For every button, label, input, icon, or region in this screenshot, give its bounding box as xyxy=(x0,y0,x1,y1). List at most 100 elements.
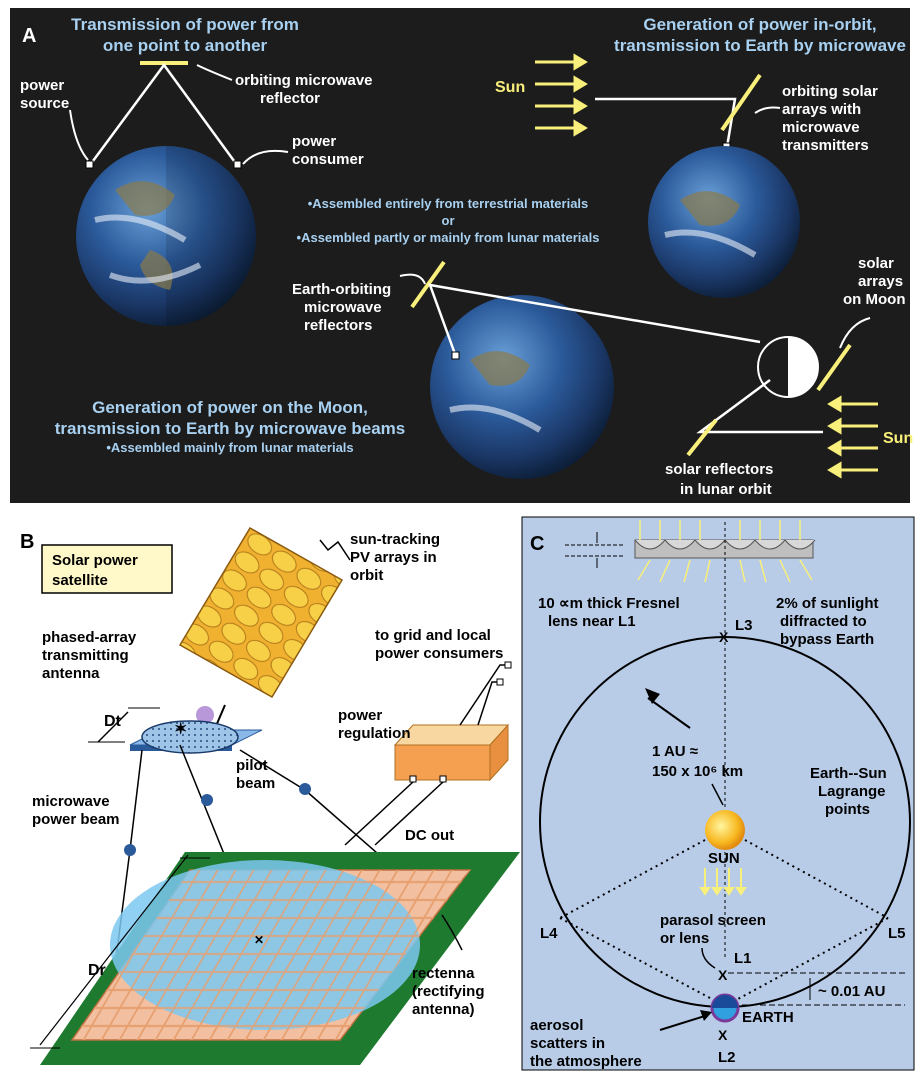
l2-label: L2 xyxy=(718,1049,736,1066)
svg-text:X: X xyxy=(718,1027,728,1043)
mw-label-1: microwave xyxy=(32,793,110,810)
sun xyxy=(705,810,745,850)
rect-label-1: rectenna xyxy=(412,965,475,982)
aerosol-label-2: scatters in xyxy=(530,1035,605,1052)
svg-text:✶: ✶ xyxy=(174,721,187,738)
l4-label: L4 xyxy=(540,925,558,942)
dc-out-label: DC out xyxy=(405,827,454,844)
reg-label-1: power xyxy=(338,707,382,724)
lunar-orbit-reflector xyxy=(686,418,718,457)
power-source-label-2: source xyxy=(20,95,69,112)
arrays-label-4: transmitters xyxy=(782,137,869,154)
pilot-label-2: beam xyxy=(236,775,275,792)
panel-a-title1-line2: one point to another xyxy=(103,36,268,55)
pv-label-1: sun-tracking xyxy=(350,531,440,548)
panel-b: B Solar power satellite sun-tracking PV … xyxy=(20,526,520,1065)
diff-label-3: bypass Earth xyxy=(780,631,874,648)
reflector-label-2: reflector xyxy=(260,90,320,107)
rect-label-2: (rectifying xyxy=(412,983,485,1000)
pilot-transmitter xyxy=(196,706,214,724)
panel-a-title3-line2: transmission to Earth by microwave beams xyxy=(55,419,406,438)
sun-label: SUN xyxy=(708,850,740,867)
grid-label-2: power consumers xyxy=(375,645,503,662)
eorbit-label-1: Earth-orbiting xyxy=(292,281,391,298)
beam-marker-3 xyxy=(201,794,213,806)
lagrange-label-1: Earth--Sun xyxy=(810,765,887,782)
earth-3 xyxy=(430,295,614,479)
sun-rays-c xyxy=(699,868,747,896)
svg-text:X: X xyxy=(719,629,729,645)
earth-1 xyxy=(76,146,256,326)
sun-label-1: Sun xyxy=(495,79,525,96)
moon-to-earth-beam xyxy=(428,283,761,355)
pv-label-3: orbit xyxy=(350,567,383,584)
orbiting-solar-array xyxy=(720,73,762,132)
l3-label: L3 xyxy=(735,617,753,634)
au-label-2: 150 x 10⁶ km xyxy=(652,763,743,780)
relay-beam xyxy=(88,62,239,166)
earth-label: EARTH xyxy=(742,1009,794,1026)
rect-label-3: antenna) xyxy=(412,1001,475,1018)
panel-c-background xyxy=(521,516,915,1071)
lagrange-label-3: points xyxy=(825,801,870,818)
svg-text:X: X xyxy=(718,967,728,983)
lunar-beam xyxy=(696,378,823,434)
reflector-label-1: orbiting microwave xyxy=(235,72,373,89)
pilot-label-1: pilot xyxy=(236,757,268,774)
phased-label-3: antenna xyxy=(42,665,100,682)
reg-label-2: regulation xyxy=(338,725,411,742)
arrays-label-3: microwave xyxy=(782,119,860,136)
lagrange-lines xyxy=(559,839,889,1007)
sun-rays-1 xyxy=(535,53,588,137)
ssp-box-label-1: Solar power xyxy=(52,552,138,569)
pv-label-2: PV arrays in xyxy=(350,549,437,566)
power-regulation-box xyxy=(394,744,491,781)
au-label-1: 1 AU ≈ xyxy=(652,743,698,760)
panel-a-title1-line1: Transmission of power from xyxy=(71,15,299,34)
ssp-box-label-2: satellite xyxy=(52,572,108,589)
panel-a-letter: A xyxy=(22,25,36,47)
distance-label: ~ 0.01 AU xyxy=(818,983,885,1000)
lunar-refl-label-2: in lunar orbit xyxy=(680,481,772,498)
power-source-point xyxy=(85,160,94,169)
lunar-refl-label-1: solar reflectors xyxy=(665,461,773,478)
parasol-label-2: or lens xyxy=(660,930,709,947)
assembled-or: or xyxy=(442,213,455,228)
moon-arrays-label-2: arrays xyxy=(858,273,903,290)
panel-a: A Transmission of power from one point t… xyxy=(10,8,913,503)
eorbit-label-3: reflectors xyxy=(304,317,372,334)
earth-2 xyxy=(648,146,800,298)
dt-label: Dt xyxy=(104,713,122,730)
panel-b-letter: B xyxy=(20,531,34,553)
svg-text:✕: ✕ xyxy=(254,933,264,947)
l1-label: L1 xyxy=(734,950,752,967)
assembled-line-1: •Assembled entirely from terrestrial mat… xyxy=(308,196,589,211)
panel-c: C 10 ∝m thick Fresnel lens near L1 2% of… xyxy=(521,516,915,1071)
pv-array xyxy=(178,526,344,699)
eorbit-label-2: microwave xyxy=(304,299,382,316)
moon-arrays-label-3: on Moon xyxy=(843,291,905,308)
phased-array-antenna xyxy=(141,720,239,754)
fresnel-label-1: 10 ∝m thick Fresnel xyxy=(538,595,680,612)
solar-beam-1 xyxy=(595,97,737,148)
earth-orbit-reflector xyxy=(410,260,446,309)
beam-marker-1 xyxy=(124,844,136,856)
l5-label: L5 xyxy=(888,925,906,942)
diff-label-1: 2% of sunlight xyxy=(776,595,879,612)
arrays-label-2: arrays with xyxy=(782,101,861,118)
ssp-box xyxy=(41,544,173,594)
panel-c-letter: C xyxy=(530,533,544,555)
fresnel-rays xyxy=(637,520,813,583)
power-consumer-point xyxy=(233,160,242,169)
mw-label-2: power beam xyxy=(32,811,120,828)
panel-a-title3-line3: •Assembled mainly from lunar materials xyxy=(106,440,353,455)
consumer-label-1: power xyxy=(292,133,336,150)
moon-arrays-label-1: solar xyxy=(858,255,894,272)
grid-label-1: to grid and local xyxy=(375,627,491,644)
beam-marker-2 xyxy=(299,783,311,795)
arrays-label-1: orbiting solar xyxy=(782,83,878,100)
fresnel-label-2: lens near L1 xyxy=(548,613,636,630)
lagrange-label-2: Lagrange xyxy=(818,783,886,800)
parasol-label-1: parasol screen xyxy=(660,912,766,929)
